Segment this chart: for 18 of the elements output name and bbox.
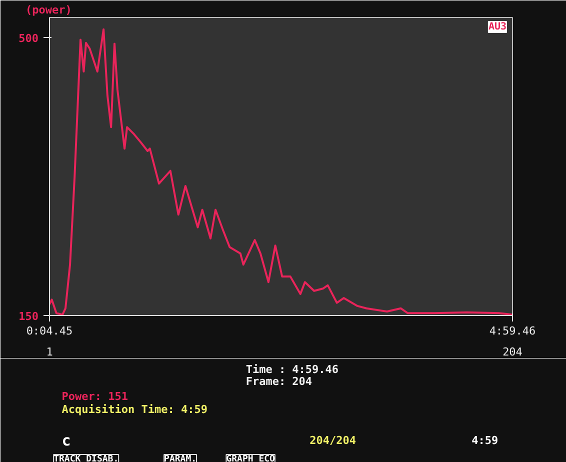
text: GRAPH ECO [226,454,276,462]
y-tick-label: 150 [18,310,39,323]
y-axis-title: (power) [26,4,72,16]
y-tick-label: 500 [18,32,39,45]
text: Time : 4:59.46 [246,363,339,376]
text: Frame: 204 [246,375,312,388]
text: 204/204 [310,434,356,447]
text: 4:59.46 [489,324,536,338]
text: Power: 151 [62,390,128,403]
x-tick-label: 1 [46,346,53,358]
text: 4:59 [472,434,498,447]
text: Acquisition Time: 4:59 [62,403,208,416]
text: TRACK DISAB. [54,454,119,462]
text: c [62,432,71,450]
x-tick-label: 204 [502,346,523,358]
annotation: AU3 [488,22,506,32]
text: 0:04.45 [26,324,73,338]
text: PARAM. [164,454,197,462]
